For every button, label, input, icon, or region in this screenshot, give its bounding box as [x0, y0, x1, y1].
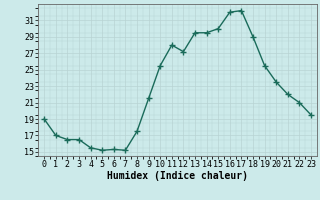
X-axis label: Humidex (Indice chaleur): Humidex (Indice chaleur): [107, 171, 248, 181]
